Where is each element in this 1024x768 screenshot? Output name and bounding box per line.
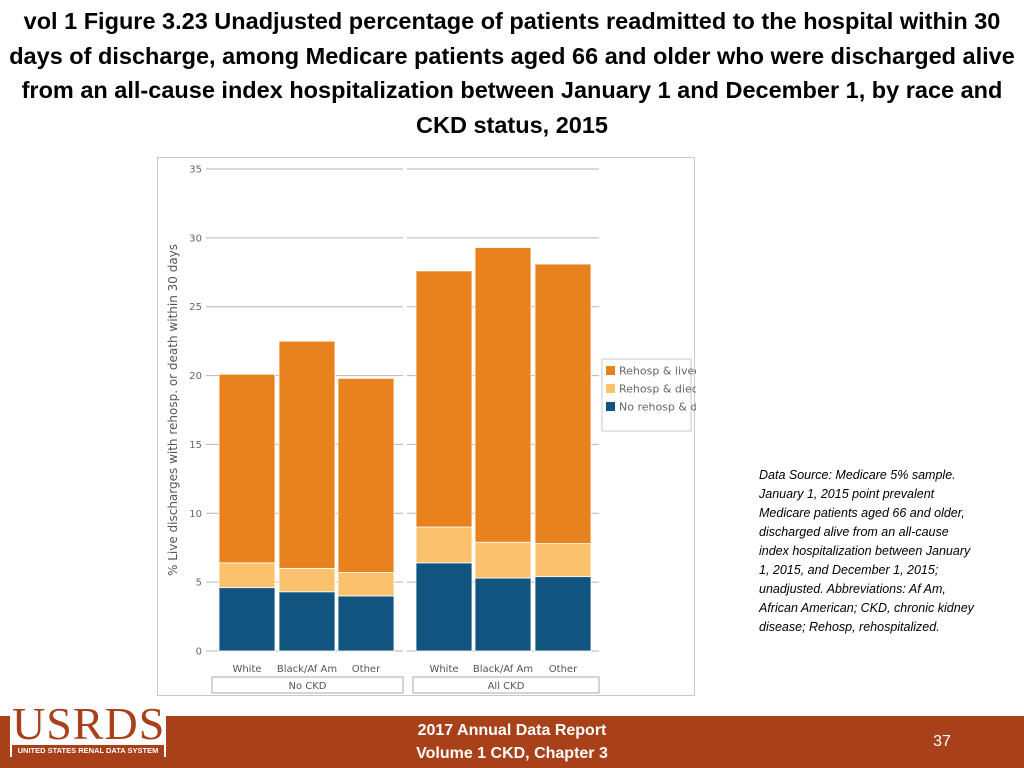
x-tick-label: Other xyxy=(549,664,578,675)
x-tick-label: White xyxy=(232,664,261,675)
bar-segment-no-rehosp-died-all-ckd-black-af-am xyxy=(475,578,531,651)
y-tick-label: 15 xyxy=(189,440,202,451)
legend-label: Rehosp & died xyxy=(619,383,696,396)
bar-segment-no-rehosp-died-no-ckd-white xyxy=(219,588,275,651)
legend-label: No rehosp & died xyxy=(619,401,696,414)
group-label: All CKD xyxy=(488,681,525,692)
bar-segment-rehosp-died-no-ckd-white xyxy=(219,563,275,588)
bar-segment-rehosp-lived-no-ckd-white xyxy=(219,374,275,563)
bar-segment-rehosp-died-no-ckd-other xyxy=(338,573,394,596)
legend-swatch xyxy=(606,402,615,411)
chart-panel: 0 5 10 15 20 25 30 35 % Live discharges with reh… xyxy=(157,157,695,696)
bar-segment-no-rehosp-died-no-ckd-other xyxy=(338,596,394,651)
bar-segment-rehosp-died-all-ckd-black-af-am xyxy=(475,542,531,578)
bar-segment-rehosp-lived-all-ckd-white xyxy=(416,271,472,527)
usrds-logo: USRDS UNITED STATES RENAL DATA SYSTEM xyxy=(10,703,166,757)
y-tick-label: 25 xyxy=(189,302,202,313)
data-source-note: Data Source: Medicare 5% sample. January… xyxy=(759,466,979,637)
x-tick-label: Other xyxy=(352,664,381,675)
bar-segment-rehosp-lived-all-ckd-black-af-am xyxy=(475,247,531,542)
y-axis-label: % Live discharges with rehosp. or death … xyxy=(166,244,180,576)
page-number: 37 xyxy=(920,733,964,751)
legend-swatch xyxy=(606,366,615,375)
bar-segment-no-rehosp-died-all-ckd-other xyxy=(535,577,591,651)
bar-segment-rehosp-died-all-ckd-white xyxy=(416,527,472,563)
legend-swatch xyxy=(606,384,615,393)
bar-segment-rehosp-lived-no-ckd-other xyxy=(338,378,394,572)
bar-segment-rehosp-died-no-ckd-black-af-am xyxy=(279,568,335,591)
logo-subtext: UNITED STATES RENAL DATA SYSTEM xyxy=(12,745,164,757)
footer-report-label: 2017 Annual Data Report Volume 1 CKD, Ch… xyxy=(362,719,662,765)
footer-report-line2: Volume 1 CKD, Chapter 3 xyxy=(362,742,662,765)
x-tick-label: White xyxy=(429,664,458,675)
y-tick-label: 10 xyxy=(189,509,202,520)
y-tick-label: 5 xyxy=(196,578,202,589)
x-tick-label: Black/Af Am xyxy=(277,664,337,675)
footer-report-line1: 2017 Annual Data Report xyxy=(362,719,662,742)
bar-segment-rehosp-died-all-ckd-other xyxy=(535,544,591,577)
group-label: No CKD xyxy=(288,681,326,692)
legend-label: Rehosp & lived xyxy=(619,365,696,378)
y-tick-label: 35 xyxy=(189,165,202,176)
y-tick-label: 30 xyxy=(189,233,202,244)
bar-segment-no-rehosp-died-no-ckd-black-af-am xyxy=(279,592,335,651)
logo-text: USRDS xyxy=(12,701,165,747)
bar-segment-rehosp-lived-all-ckd-other xyxy=(535,264,591,544)
stacked-bar-chart: 0 5 10 15 20 25 30 35 % Live discharges with reh… xyxy=(158,158,696,697)
y-tick-label: 0 xyxy=(196,647,202,658)
y-tick-label: 20 xyxy=(189,371,202,382)
figure-title: vol 1 Figure 3.23 Unadjusted percentage … xyxy=(0,4,1024,142)
bar-segment-rehosp-lived-no-ckd-black-af-am xyxy=(279,341,335,568)
x-tick-label: Black/Af Am xyxy=(473,664,533,675)
bar-segment-no-rehosp-died-all-ckd-white xyxy=(416,563,472,651)
